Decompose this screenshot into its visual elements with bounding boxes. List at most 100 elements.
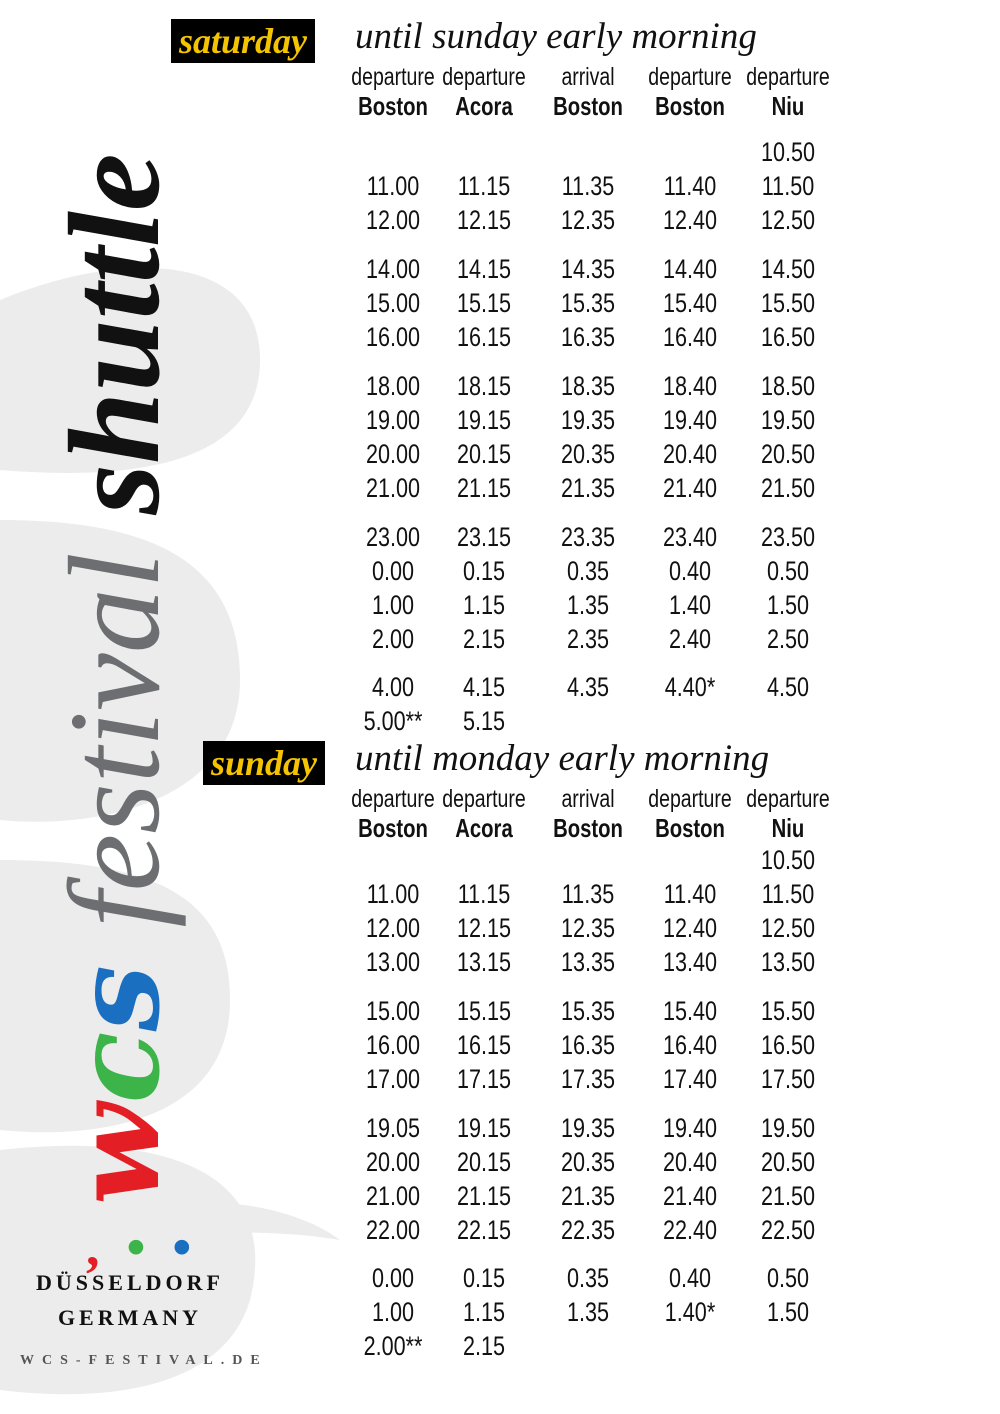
column-header-location: Acora xyxy=(455,813,513,843)
time-cell: 20.15 xyxy=(456,1147,512,1177)
time-cell: 19.00 xyxy=(365,405,421,435)
time-cell: 15.15 xyxy=(456,996,512,1026)
time-cell: 16.40 xyxy=(662,1030,718,1060)
time-cell: 15.50 xyxy=(760,288,816,318)
time-cell: 1.40 xyxy=(668,590,712,620)
time-cell: 13.00 xyxy=(365,947,421,977)
time-cell: 0.00 xyxy=(371,556,415,586)
time-cell: 14.35 xyxy=(560,254,616,284)
time-cell: 1.00 xyxy=(371,1297,415,1327)
time-cell: 2.50 xyxy=(766,624,810,654)
time-cell: 21.40 xyxy=(662,1181,718,1211)
time-cell: 18.15 xyxy=(456,371,512,401)
comma-dots-icon: , • • xyxy=(86,1217,192,1277)
time-cell: 16.00 xyxy=(365,1030,421,1060)
time-cell: 11.50 xyxy=(761,171,815,201)
time-cell: 1.15 xyxy=(462,590,506,620)
time-cell: 20.35 xyxy=(560,439,616,469)
time-cell: 22.15 xyxy=(456,1215,512,1245)
time-cell: 20.40 xyxy=(662,1147,718,1177)
column-header-location: Niu xyxy=(771,91,805,121)
time-cell: 21.00 xyxy=(365,1181,421,1211)
time-cell: 0.40 xyxy=(668,556,712,586)
column-header-top: departure xyxy=(746,785,830,813)
column-header-location: Boston xyxy=(553,813,623,843)
time-cell: 0.15 xyxy=(462,556,506,586)
column-header: arrival Boston xyxy=(545,63,631,121)
time-cell: 11.00 xyxy=(366,171,420,201)
time-cell: 17.35 xyxy=(560,1064,616,1094)
time-cell: 0.15 xyxy=(462,1263,506,1293)
time-cell: 19.35 xyxy=(560,1113,616,1143)
column-header: departure Niu xyxy=(745,785,831,843)
time-cell: 19.50 xyxy=(760,405,816,435)
time-cell: 0.35 xyxy=(566,1263,610,1293)
time-cell: 19.50 xyxy=(760,1113,816,1143)
time-cell: 2.00 xyxy=(371,624,415,654)
time-cell: 14.50 xyxy=(760,254,816,284)
time-cell: 19.15 xyxy=(456,1113,512,1143)
time-cell: 15.00 xyxy=(365,996,421,1026)
time-cell: 2.15 xyxy=(462,1331,506,1361)
time-cell: 12.50 xyxy=(760,913,816,943)
time-cell: 14.40 xyxy=(662,254,718,284)
column-header-top: departure xyxy=(442,785,526,813)
time-cell: 20.40 xyxy=(662,439,718,469)
column-header-top: departure xyxy=(351,63,435,91)
column-header-location: Boston xyxy=(358,91,428,121)
time-cell: 20.50 xyxy=(760,1147,816,1177)
until-label: until sunday early morning xyxy=(355,16,757,57)
column-header-top: arrival xyxy=(561,63,615,91)
time-cell: 20.35 xyxy=(560,1147,616,1177)
time-cell: 10.50 xyxy=(760,137,816,167)
time-cell: 14.00 xyxy=(365,254,421,284)
time-cell: 0.50 xyxy=(766,1263,810,1293)
column-header-top: departure xyxy=(648,63,732,91)
website-label: WCS-FESTIVAL.DE xyxy=(20,1353,268,1368)
time-cell: 16.40 xyxy=(662,322,718,352)
time-cell: 5.15 xyxy=(462,706,506,736)
time-cell: 14.15 xyxy=(456,254,512,284)
time-cell: 1.35 xyxy=(566,1297,610,1327)
logo-letter-w: w xyxy=(47,1103,186,1205)
time-cell: 16.50 xyxy=(760,1030,816,1060)
day-label: sunday xyxy=(203,741,326,785)
time-cell: 20.50 xyxy=(760,439,816,469)
time-cell: 12.00 xyxy=(365,913,421,943)
time-cell: 0.50 xyxy=(766,556,810,586)
city-label: DÜSSELDORF xyxy=(36,1270,224,1295)
time-cell: 2.35 xyxy=(566,624,610,654)
time-cell: 16.15 xyxy=(456,322,512,352)
time-cell: 23.35 xyxy=(560,522,616,552)
time-cell: 13.35 xyxy=(560,947,616,977)
time-cell: 22.35 xyxy=(560,1215,616,1245)
logo-letter-c: c xyxy=(47,1031,186,1104)
time-cell: 21.35 xyxy=(560,1181,616,1211)
time-cell: 19.05 xyxy=(365,1113,421,1143)
time-cell: 16.35 xyxy=(560,322,616,352)
country-label: GERMANY xyxy=(57,1305,203,1330)
time-cell: 21.35 xyxy=(560,473,616,503)
time-cell: 17.15 xyxy=(456,1064,512,1094)
time-cell: 11.00 xyxy=(366,879,420,909)
time-cell: 21.50 xyxy=(760,1181,816,1211)
logo-festival: festival xyxy=(43,552,187,928)
time-cell: 11.15 xyxy=(457,171,511,201)
time-cell: 23.40 xyxy=(662,522,718,552)
logo-shuttle: shuttle xyxy=(43,153,187,515)
time-cell: 1.00 xyxy=(371,590,415,620)
time-cell: 18.35 xyxy=(560,371,616,401)
time-cell: 12.15 xyxy=(456,913,512,943)
column-header-top: departure xyxy=(351,785,435,813)
time-cell: 4.35 xyxy=(566,672,610,702)
time-cell: 1.15 xyxy=(462,1297,506,1327)
time-cell: 2.40 xyxy=(668,624,712,654)
time-cell: 11.40 xyxy=(663,879,717,909)
until-label: until monday early morning xyxy=(355,738,770,779)
time-cell: 0.35 xyxy=(566,556,610,586)
time-cell: 21.15 xyxy=(456,1181,512,1211)
time-cell: 22.50 xyxy=(760,1215,816,1245)
time-cell: 23.15 xyxy=(456,522,512,552)
time-cell: 12.40 xyxy=(662,913,718,943)
